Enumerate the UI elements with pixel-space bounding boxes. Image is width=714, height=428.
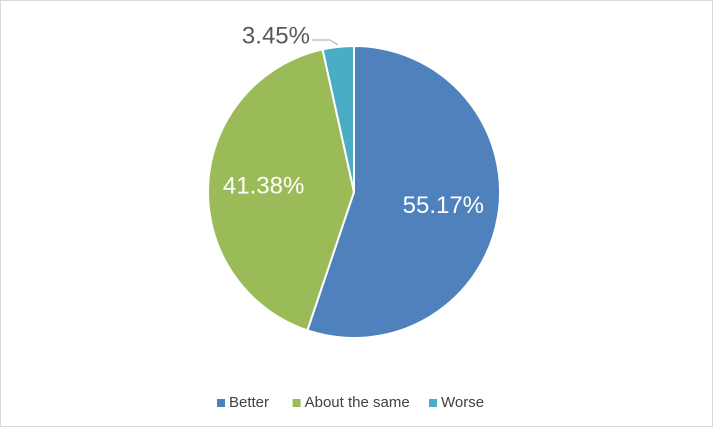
legend-swatch	[429, 399, 437, 407]
legend-swatch	[217, 399, 225, 407]
pie-slice	[306, 44, 501, 339]
legend-swatch	[292, 399, 301, 407]
data-label: 3.45%	[242, 22, 310, 49]
leader-line	[311, 39, 339, 46]
legend-label: About the same	[305, 394, 410, 411]
pie-slice	[321, 44, 355, 193]
data-label: 41.38%	[223, 172, 304, 199]
data-label: 55.17%	[403, 192, 484, 219]
legend-label: Worse	[441, 394, 484, 411]
legend-label: Better	[229, 394, 269, 411]
pie-slice	[207, 48, 356, 332]
